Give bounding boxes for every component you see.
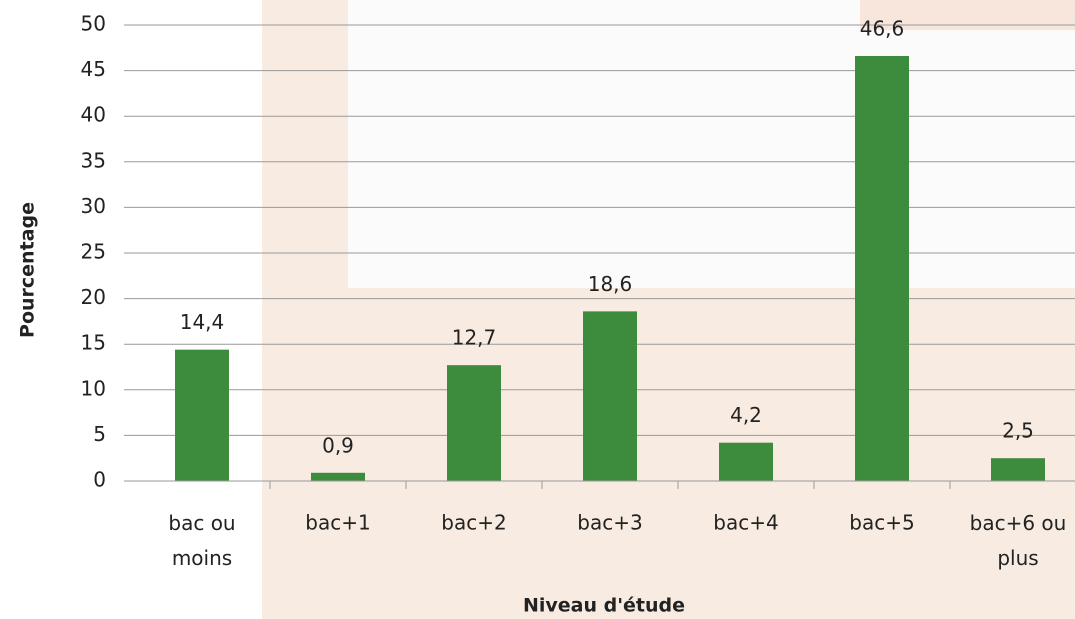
y-tick-label: 45 bbox=[81, 57, 106, 81]
y-tick-label: 30 bbox=[81, 194, 106, 218]
data-label: 2,5 bbox=[1002, 419, 1034, 443]
x-tick-label: bac+2 bbox=[441, 511, 506, 535]
x-axis-label: Niveau d'étude bbox=[523, 595, 685, 617]
y-tick-label: 25 bbox=[81, 240, 106, 264]
y-tick-label: 0 bbox=[93, 468, 106, 492]
y-tick-label: 15 bbox=[81, 331, 106, 355]
x-tick-label: bac+3 bbox=[577, 511, 642, 535]
y-tick-label: 50 bbox=[81, 12, 106, 36]
y-tick-label: 10 bbox=[81, 376, 106, 400]
data-label: 0,9 bbox=[322, 433, 354, 457]
background-inset bbox=[348, 0, 1075, 288]
data-label: 12,7 bbox=[452, 326, 497, 350]
x-tick-label: bac ou moins bbox=[168, 511, 235, 570]
data-label: 4,2 bbox=[730, 403, 762, 427]
data-label: 14,4 bbox=[180, 310, 225, 334]
bar bbox=[855, 56, 909, 482]
data-label: 46,6 bbox=[860, 17, 905, 41]
y-tick-label: 5 bbox=[93, 422, 106, 446]
y-axis-label: Pourcentage bbox=[17, 202, 39, 338]
x-tick-label: bac+5 bbox=[849, 511, 914, 535]
y-tick-label: 20 bbox=[81, 285, 106, 309]
bar bbox=[583, 311, 637, 481]
data-label: 18,6 bbox=[588, 272, 633, 296]
bar bbox=[311, 472, 365, 481]
x-tick-label: bac+6 ou plus bbox=[970, 511, 1067, 570]
bar bbox=[991, 458, 1045, 481]
y-tick-label: 35 bbox=[81, 148, 106, 172]
x-tick-label: bac+1 bbox=[305, 511, 370, 535]
bar bbox=[447, 365, 501, 481]
x-tick-label: bac+4 bbox=[713, 511, 778, 535]
bar bbox=[719, 442, 773, 481]
bar bbox=[175, 349, 229, 481]
y-tick-label: 40 bbox=[81, 103, 106, 127]
